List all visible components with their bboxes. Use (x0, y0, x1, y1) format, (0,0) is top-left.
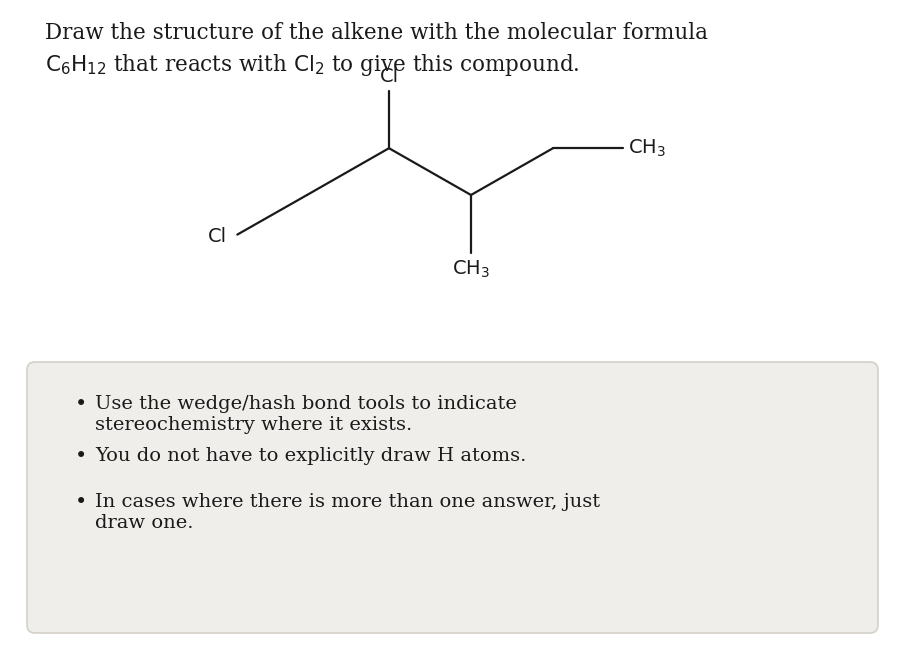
Text: Use the wedge/hash bond tools to indicate
stereochemistry where it exists.: Use the wedge/hash bond tools to indicat… (95, 395, 517, 434)
Text: Cl: Cl (208, 227, 228, 246)
Text: CH$_3$: CH$_3$ (452, 259, 489, 280)
Text: You do not have to explicitly draw H atoms.: You do not have to explicitly draw H ato… (95, 447, 526, 465)
Text: Cl: Cl (379, 66, 398, 86)
Text: $\mathrm{C_6H_{12}}$ that reacts with $\mathrm{Cl_2}$ to give this compound.: $\mathrm{C_6H_{12}}$ that reacts with $\… (45, 52, 579, 78)
Text: In cases where there is more than one answer, just
draw one.: In cases where there is more than one an… (95, 493, 600, 532)
FancyBboxPatch shape (27, 362, 877, 633)
Text: •: • (75, 493, 88, 512)
Text: CH$_3$: CH$_3$ (628, 138, 666, 159)
Text: •: • (75, 395, 88, 414)
Text: Draw the structure of the alkene with the molecular formula: Draw the structure of the alkene with th… (45, 22, 707, 44)
Text: •: • (75, 447, 88, 466)
